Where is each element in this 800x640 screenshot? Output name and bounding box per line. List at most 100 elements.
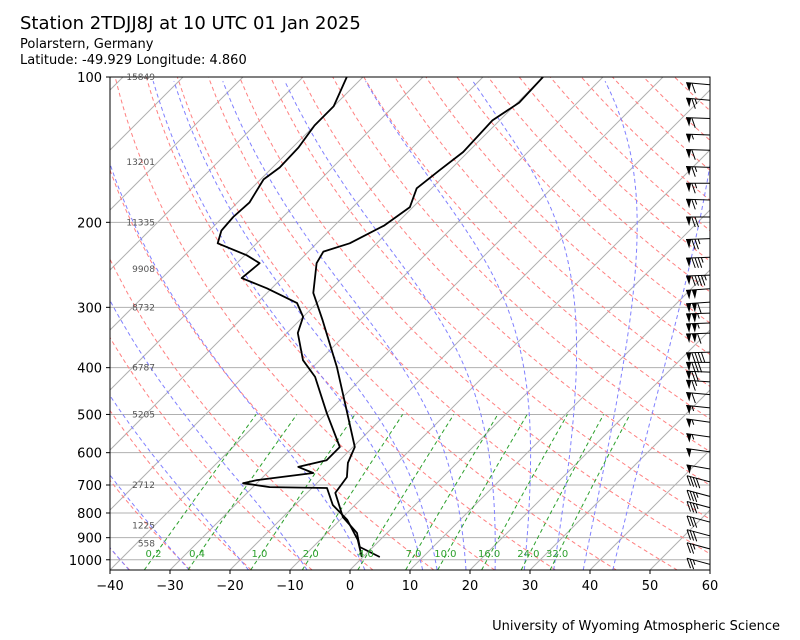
barb-flag bbox=[686, 239, 692, 249]
barb-flag bbox=[691, 323, 697, 333]
barb-half bbox=[695, 492, 699, 498]
barb-full bbox=[691, 362, 696, 373]
x-tick-label: 60 bbox=[702, 579, 719, 594]
mixing-ratio-label: 1.0 bbox=[252, 549, 268, 560]
height-label: 2712 bbox=[132, 481, 155, 491]
barb-full bbox=[689, 476, 695, 487]
barb-staff bbox=[686, 256, 710, 259]
barb-flag bbox=[691, 303, 697, 313]
wind-barb bbox=[686, 464, 710, 474]
barb-flag bbox=[686, 418, 692, 428]
barb-half bbox=[694, 380, 698, 387]
barb-full bbox=[691, 183, 696, 194]
dry-adiabat-line bbox=[176, 77, 617, 570]
barb-half bbox=[697, 238, 701, 245]
moist-adiabat-line bbox=[582, 80, 638, 570]
barb-full bbox=[686, 475, 691, 486]
barb-flag bbox=[686, 448, 692, 458]
isotherm-line bbox=[649, 509, 710, 570]
wind-barb bbox=[686, 133, 710, 144]
barb-full bbox=[691, 352, 696, 363]
barb-staff bbox=[686, 529, 710, 537]
wind-barb bbox=[686, 489, 710, 503]
isotherm-line bbox=[110, 77, 364, 331]
mixing-ratio-line bbox=[481, 414, 568, 570]
y-tick-label: 700 bbox=[77, 479, 102, 494]
isotherm-line bbox=[110, 77, 424, 391]
barb-full bbox=[686, 529, 691, 540]
barb-full bbox=[689, 516, 695, 527]
mixing-ratio-line bbox=[437, 414, 528, 570]
barb-full bbox=[691, 257, 696, 269]
x-tick-label: −40 bbox=[96, 579, 123, 594]
mixing-ratio-line bbox=[187, 414, 298, 570]
x-tick-label: 0 bbox=[346, 579, 354, 594]
wind-barb bbox=[686, 312, 710, 323]
mixing-ratio-label: 7.0 bbox=[406, 549, 422, 560]
height-label: 5205 bbox=[132, 410, 155, 420]
isotherm-line bbox=[110, 77, 544, 511]
x-tick-label: −10 bbox=[276, 579, 303, 594]
barb-full bbox=[694, 257, 699, 268]
sounding-profiles bbox=[216, 77, 544, 558]
barb-flag bbox=[691, 313, 697, 323]
x-tick-label: 20 bbox=[462, 579, 479, 594]
barb-flag bbox=[691, 333, 697, 343]
moist-adiabat-line bbox=[152, 81, 424, 570]
barb-flag bbox=[686, 333, 692, 344]
barb-staff bbox=[686, 475, 710, 483]
y-tick-label: 900 bbox=[77, 532, 102, 547]
wind-barb bbox=[686, 392, 710, 404]
barb-half bbox=[697, 323, 700, 329]
barb-full bbox=[694, 239, 699, 250]
barb-flag bbox=[686, 166, 692, 176]
moist-adiabat-line bbox=[110, 162, 366, 570]
barb-full bbox=[686, 515, 691, 527]
x-tick-label: −30 bbox=[156, 579, 183, 594]
barb-half bbox=[692, 559, 696, 566]
wind-barb bbox=[686, 332, 710, 344]
barb-full bbox=[692, 517, 698, 528]
barb-full bbox=[700, 352, 706, 363]
x-tick-label: 30 bbox=[522, 579, 539, 594]
isotherm-line bbox=[0, 77, 63, 570]
barb-full bbox=[694, 371, 699, 382]
dry-adiabat-line bbox=[110, 479, 191, 570]
barb-full bbox=[691, 149, 696, 160]
barb-staff bbox=[686, 312, 710, 315]
barb-half bbox=[691, 405, 695, 412]
barb-flag bbox=[686, 290, 692, 300]
y-tick-label: 500 bbox=[77, 408, 102, 423]
barb-full bbox=[692, 491, 698, 503]
y-tick-label: 400 bbox=[77, 362, 102, 377]
barb-half bbox=[691, 419, 695, 425]
wind-barb bbox=[686, 256, 710, 269]
isotherm-line bbox=[110, 77, 604, 570]
wind-barb bbox=[686, 165, 710, 177]
dry-adiabat-line bbox=[145, 77, 556, 570]
wind-barb bbox=[686, 557, 710, 570]
isotherm-line bbox=[0, 77, 3, 570]
barb-flag bbox=[686, 433, 692, 443]
dry-adiabat-line bbox=[239, 77, 710, 555]
dry-adiabat-line bbox=[518, 77, 710, 262]
mixing-ratio-line bbox=[405, 414, 499, 570]
barb-full bbox=[697, 257, 703, 268]
wind-barb bbox=[686, 182, 710, 194]
dry-adiabat-line bbox=[363, 77, 710, 420]
wind-barb bbox=[686, 404, 710, 415]
x-tick-label: 50 bbox=[642, 579, 659, 594]
barb-staff bbox=[686, 97, 710, 101]
dry-adiabat-line bbox=[114, 77, 495, 570]
dry-adiabat-line bbox=[301, 77, 710, 486]
dry-adiabat-line bbox=[394, 77, 710, 388]
barb-full bbox=[691, 392, 696, 404]
isotherm-line bbox=[169, 77, 664, 570]
barb-full bbox=[697, 302, 702, 314]
isotherm-line bbox=[709, 569, 710, 570]
dewpoint-profile bbox=[216, 77, 363, 558]
barb-flag bbox=[686, 117, 692, 127]
dry-adiabat-line bbox=[110, 336, 313, 570]
barb-flag bbox=[686, 199, 692, 209]
